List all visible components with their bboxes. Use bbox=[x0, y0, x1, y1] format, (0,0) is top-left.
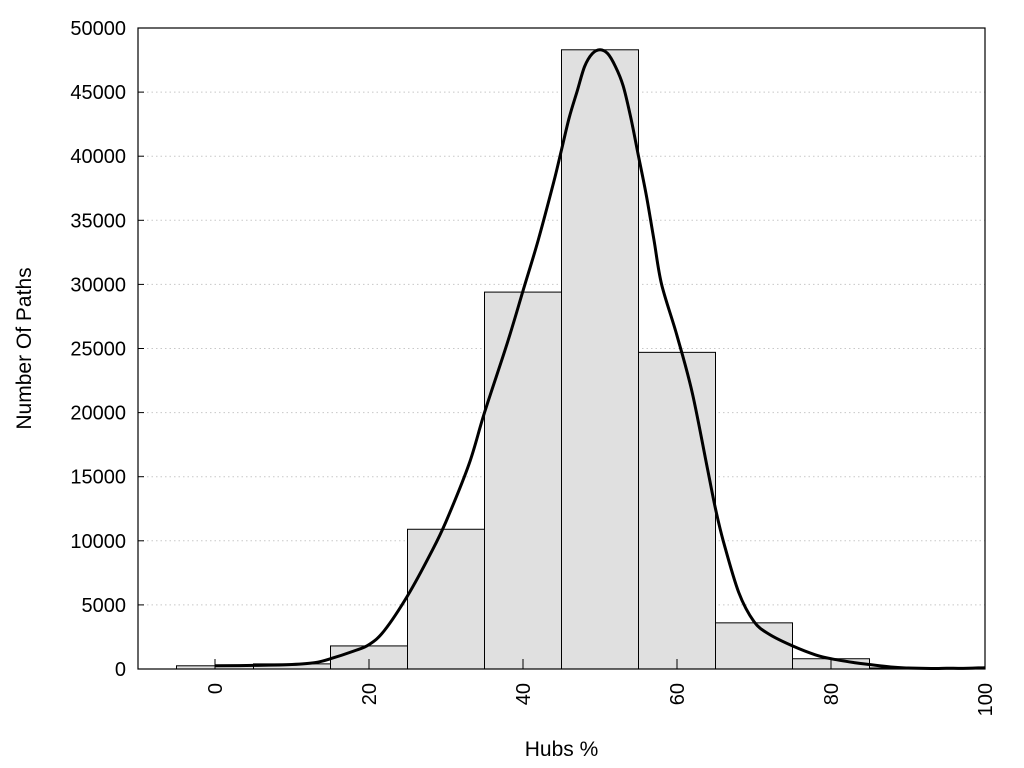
y-tick-label: 5000 bbox=[82, 595, 127, 617]
histogram-bar bbox=[407, 528, 485, 670]
y-tick-label: 35000 bbox=[70, 210, 126, 232]
y-tick-label: 10000 bbox=[70, 531, 126, 553]
x-tick-label: 80 bbox=[821, 683, 843, 705]
y-axis-title: Number Of Paths bbox=[13, 267, 36, 429]
y-tick-label: 20000 bbox=[70, 403, 126, 425]
histogram-bar bbox=[715, 622, 793, 670]
histogram-bar bbox=[561, 49, 639, 670]
x-tick-label: 40 bbox=[513, 683, 535, 705]
y-tick-label: 45000 bbox=[70, 82, 126, 104]
histogram-bar bbox=[638, 351, 716, 670]
x-tick-label: 60 bbox=[667, 683, 689, 705]
density-curve-line bbox=[214, 48, 986, 670]
y-tick-label: 40000 bbox=[70, 146, 126, 168]
y-tick-label: 30000 bbox=[70, 274, 126, 296]
x-axis-title: Hubs % bbox=[525, 738, 599, 761]
histogram-bars bbox=[176, 49, 986, 670]
y-tick-label: 0 bbox=[115, 659, 126, 681]
histogram-bar bbox=[484, 291, 562, 670]
x-tick-label: 20 bbox=[359, 683, 381, 705]
x-axis-ticks: 0 20 40 60 80 100 bbox=[205, 659, 997, 716]
y-tick-label: 25000 bbox=[70, 339, 126, 361]
y-tick-label: 50000 bbox=[70, 18, 126, 40]
x-tick-label: 0 bbox=[205, 683, 227, 694]
y-axis-ticks: 0 5000 10000 15000 20000 25000 30000 35000 40000… bbox=[70, 18, 144, 681]
x-tick-label: 100 bbox=[975, 683, 997, 716]
y-tick-label: 15000 bbox=[70, 467, 126, 489]
density-curve bbox=[214, 48, 986, 670]
